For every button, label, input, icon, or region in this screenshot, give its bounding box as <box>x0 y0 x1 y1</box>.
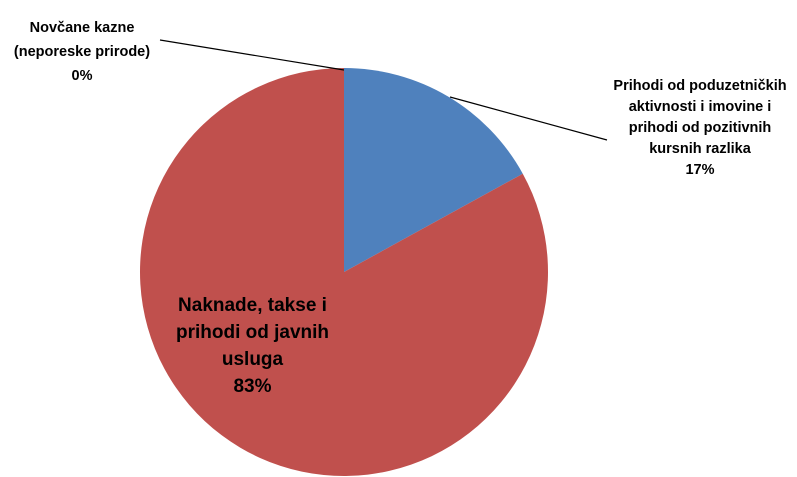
slice-value: 0% <box>71 68 93 84</box>
pie-slice <box>344 68 523 272</box>
slice-label: Prihodi od poduzetničkih aktivnosti i im… <box>605 76 795 181</box>
slice-name: Novčane kazne (neporeske prirode) <box>13 20 151 60</box>
pie-slice <box>139 68 548 476</box>
leader-line <box>159 39 345 71</box>
slice-name: Naknade, takse i prihodi od javnih uslug… <box>175 295 330 370</box>
slice-name: Prihodi od poduzetničkih aktivnosti i im… <box>613 78 787 157</box>
leader-line <box>449 96 608 141</box>
slice-label: Naknade, takse i prihodi od javnih uslug… <box>150 292 355 400</box>
slice-label: Novčane kazne (neporeske prirode) 0% <box>2 16 162 88</box>
slices <box>139 68 548 476</box>
slice-value: 83% <box>233 376 272 397</box>
slice-value: 17% <box>685 162 715 178</box>
